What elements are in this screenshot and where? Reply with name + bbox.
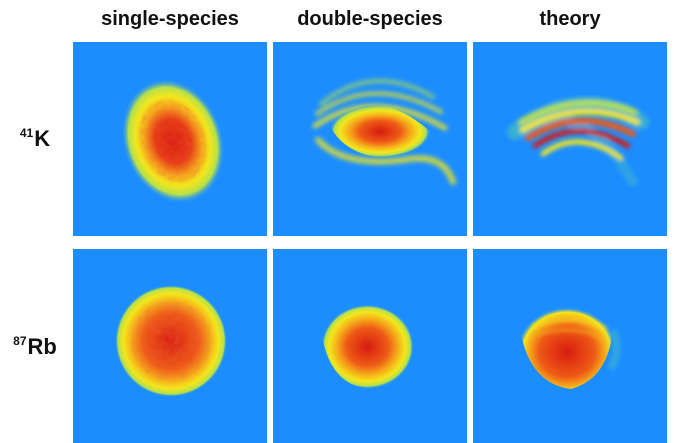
panel-k-theory	[473, 42, 667, 236]
row-label-rb-mass: 87	[13, 334, 27, 348]
panel-k-single-species	[73, 42, 267, 236]
col-title-single: single-species	[101, 8, 239, 30]
panel-rb-single-species	[73, 249, 267, 443]
row-label-k-mass: 41	[19, 126, 34, 140]
row-label-rb: 87Rb	[0, 334, 70, 360]
panel-k-double-species	[273, 42, 467, 236]
row-label-k: 41K	[0, 126, 70, 152]
col-title-theory: theory	[539, 8, 601, 30]
panel-rb-double-species	[273, 249, 467, 443]
row-label-rb-element: Rb	[27, 334, 57, 359]
row-label-k-element: K	[34, 126, 51, 151]
panel-rb-theory	[473, 249, 667, 443]
col-title-double: double-species	[297, 8, 443, 30]
